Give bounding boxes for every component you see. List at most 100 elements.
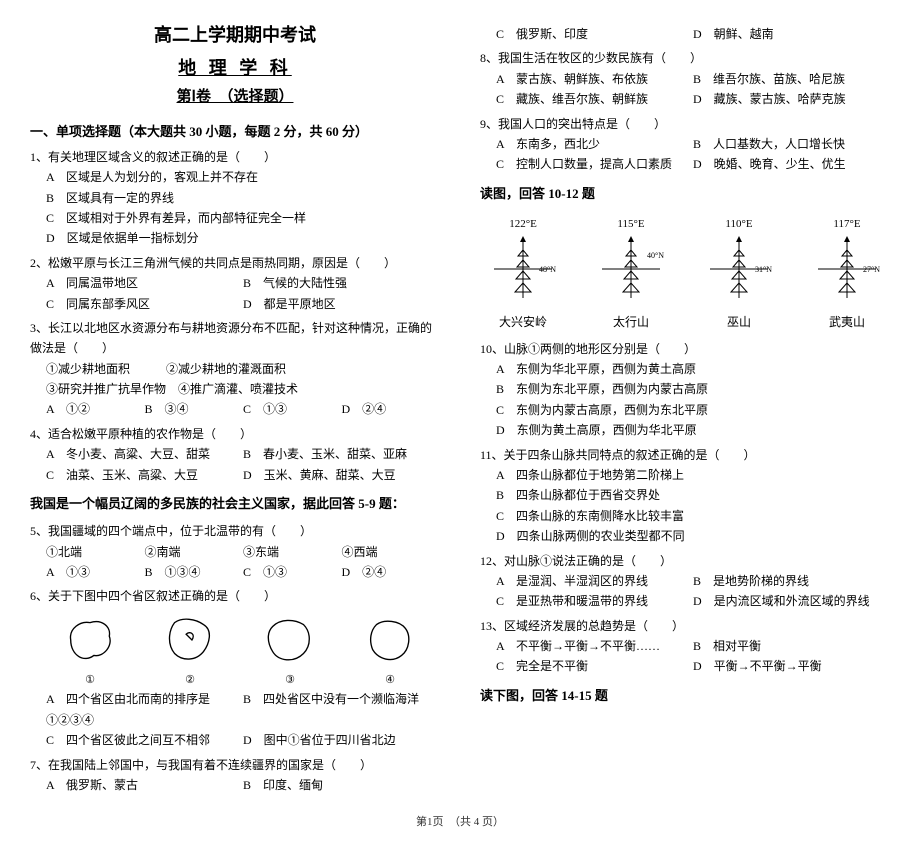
- q2-opt-a: A 同属温带地区: [46, 273, 243, 293]
- mountain-cross-icon: 27°N: [812, 234, 882, 304]
- q9-opt-c: C 控制人口数量，提高人口素质: [496, 154, 693, 174]
- q2-stem: 2、松嫩平原与长江三角洲气候的共同点是雨热同期，原因是（ ）: [30, 253, 440, 273]
- q8-opt-d: D 藏族、蒙古族、哈萨克族: [693, 89, 890, 109]
- title-line3: 第Ⅰ卷 （选择题）: [30, 85, 440, 111]
- mt-3-name: 巫山: [704, 312, 774, 332]
- q3-opt-c: C ①③: [243, 399, 342, 419]
- q7-stem: 7、在我国陆上邻国中，与我国有着不连续疆界的国家是（ ）: [30, 755, 440, 775]
- q10-opt-d: D 东侧为黄土高原，西侧为华北平原: [496, 420, 890, 440]
- right-column: C 俄罗斯、印度 D 朝鲜、越南 8、我国生活在牧区的少数民族有（ ） A 蒙古…: [480, 20, 890, 799]
- q2-opt-d: D 都是平原地区: [243, 294, 440, 314]
- q12-opt-a: A 是湿润、半湿润区的界线: [496, 571, 693, 591]
- title-line1: 高二上学期期中考试: [30, 20, 440, 51]
- mt-3-lat: 31°N: [755, 265, 772, 274]
- mt-2-lat: 40°N: [647, 251, 664, 260]
- q8-opt-c: C 藏族、维吾尔族、朝鲜族: [496, 89, 693, 109]
- q3-line1: ①减少耕地面积 ②减少耕地的灌溉面积: [46, 359, 440, 379]
- q4-opt-a: A 冬小麦、高粱、大豆、甜菜: [46, 444, 243, 464]
- q1-opt-b: B 区域具有一定的界线: [46, 188, 440, 208]
- page-footer: 第1页 （共 4 页）: [30, 813, 890, 832]
- q7-opt-c: C 俄罗斯、印度: [496, 24, 693, 44]
- q12-opt-d: D 是内流区域和外流区域的界线: [693, 591, 890, 611]
- q12-opt-c: C 是亚热带和暖温带的界线: [496, 591, 693, 611]
- title-block: 高二上学期期中考试 地 理 学 科 第Ⅰ卷 （选择题）: [30, 20, 440, 111]
- q9-opt-b: B 人口基数大，人口增长快: [693, 134, 890, 154]
- q3-line2: ③研究并推广抗旱作物 ④推广滴灌、喷灌技术: [46, 379, 440, 399]
- q6-fig-label-4: ④: [385, 671, 395, 690]
- q6-labels: ① ② ③ ④: [40, 671, 440, 690]
- q9: 9、我国人口的突出特点是（ ） A 东南多，西北少 B 人口基数大，人口增长快 …: [480, 114, 890, 175]
- q7-cont: C 俄罗斯、印度 D 朝鲜、越南: [480, 24, 890, 44]
- q8: 8、我国生活在牧区的少数民族有（ ） A 蒙古族、朝鲜族、布依族 B 维吾尔族、…: [480, 48, 890, 109]
- q11-stem: 11、关于四条山脉共同特点的叙述正确的是（ ）: [480, 445, 890, 465]
- q10-opt-a: A 东侧为华北平原，西侧为黄土高原: [496, 359, 890, 379]
- q12-opt-b: B 是地势阶梯的界线: [693, 571, 890, 591]
- q13: 13、区域经济发展的总趋势是（ ） A 不平衡→平衡→不平衡…… B 相对平衡 …: [480, 616, 890, 677]
- q7: 7、在我国陆上邻国中，与我国有着不连续疆界的国家是（ ） A 俄罗斯、蒙古 B …: [30, 755, 440, 796]
- q3-opt-d: D ②④: [342, 399, 441, 419]
- q5-l1a: ①北端: [46, 542, 145, 562]
- mt-4-name: 武夷山: [812, 312, 882, 332]
- q8-stem: 8、我国生活在牧区的少数民族有（ ）: [480, 48, 890, 68]
- q3-opt-b: B ③④: [145, 399, 244, 419]
- passage-14-15: 读下图，回答 14-15 题: [480, 685, 890, 707]
- q13-stem: 13、区域经济发展的总趋势是（ ）: [480, 616, 890, 636]
- mountain-cross-icon: 40°N: [596, 234, 666, 304]
- mt-2-lon: 115°E: [596, 215, 666, 234]
- q8-opt-b: B 维吾尔族、苗族、哈尼族: [693, 69, 890, 89]
- q11-opt-a: A 四条山脉都位于地势第二阶梯上: [496, 465, 890, 485]
- q6-opt-d: D 图中①省位于四川省北边: [243, 730, 440, 750]
- q5: 5、我国疆域的四个端点中，位于北温带的有（ ） ①北端 ②南端 ③东端 ④西端 …: [30, 521, 440, 582]
- mt-3-lon: 110°E: [704, 215, 774, 234]
- q4: 4、适合松嫩平原种植的农作物是（ ） A 冬小麦、高粱、大豆、甜菜 B 春小麦、…: [30, 424, 440, 485]
- province-outline-4: [361, 613, 419, 667]
- q3: 3、长江以北地区水资源分布与耕地资源分布不匹配，针对这种情况，正确的做法是（ ）…: [30, 318, 440, 420]
- q13-opt-b: B 相对平衡: [693, 636, 890, 656]
- mountain-diagrams: 122°E 48°N 大兴安岭 115°E 40°N: [488, 215, 882, 333]
- q7-opt-b: B 印度、缅甸: [243, 775, 440, 795]
- q3-opt-a: A ①②: [46, 399, 145, 419]
- mt-1-lon: 122°E: [488, 215, 558, 234]
- q7-opt-d: D 朝鲜、越南: [693, 24, 890, 44]
- q1-opt-a: A 区域是人为划分的，客观上并不存在: [46, 167, 440, 187]
- q5-opt-b: B ①③④: [145, 562, 244, 582]
- title-line2: 地 理 学 科: [30, 53, 440, 84]
- q5-stem: 5、我国疆域的四个端点中，位于北温带的有（ ）: [30, 521, 440, 541]
- q9-opt-d: D 晚婚、晚育、少生、优生: [693, 154, 890, 174]
- mt-4-lon: 117°E: [812, 215, 882, 234]
- q5-opt-c: C ①③: [243, 562, 342, 582]
- q6-fig-label-3: ③: [285, 671, 295, 690]
- q4-opt-c: C 油菜、玉米、高粱、大豆: [46, 465, 243, 485]
- mt-4: 117°E 27°N 武夷山: [812, 215, 882, 333]
- q7-opt-a: A 俄罗斯、蒙古: [46, 775, 243, 795]
- q5-l1d: ④西端: [342, 542, 441, 562]
- q11-opt-b: B 四条山脉都位于西省交界处: [496, 485, 890, 505]
- q1: 1、有关地理区域含义的叙述正确的是（ ） A 区域是人为划分的，客观上并不存在 …: [30, 147, 440, 249]
- q13-opt-d: D 平衡→不平衡→平衡: [693, 656, 890, 676]
- mt-3: 110°E 31°N 巫山: [704, 215, 774, 333]
- q2-opt-b: B 气候的大陆性强: [243, 273, 440, 293]
- mt-2-name: 太行山: [596, 312, 666, 332]
- q11-opt-c: C 四条山脉的东南侧降水比较丰富: [496, 506, 890, 526]
- q6-fig-label-1: ①: [85, 671, 95, 690]
- q10-opt-b: B 东侧为东北平原，西侧为内蒙古高原: [496, 379, 890, 399]
- mt-1: 122°E 48°N 大兴安岭: [488, 215, 558, 333]
- mountain-cross-icon: 31°N: [704, 234, 774, 304]
- q9-opt-a: A 东南多，西北少: [496, 134, 693, 154]
- q10: 10、山脉①两侧的地形区分别是（ ） A 东侧为华北平原，西侧为黄土高原 B 东…: [480, 339, 890, 441]
- q5-opt-a: A ①③: [46, 562, 145, 582]
- q13-opt-a: A 不平衡→平衡→不平衡……: [496, 636, 693, 656]
- q6-figures: [40, 613, 440, 667]
- province-outline-3: [261, 613, 319, 667]
- q4-stem: 4、适合松嫩平原种植的农作物是（ ）: [30, 424, 440, 444]
- q3-stem: 3、长江以北地区水资源分布与耕地资源分布不匹配，针对这种情况，正确的做法是（ ）: [30, 318, 440, 359]
- q13-opt-c: C 完全是不平衡: [496, 656, 693, 676]
- section-a-heading: 一、单项选择题（本大题共 30 小题，每题 2 分，共 60 分）: [30, 121, 440, 143]
- left-column: 高二上学期期中考试 地 理 学 科 第Ⅰ卷 （选择题） 一、单项选择题（本大题共…: [30, 20, 440, 799]
- q4-opt-b: B 春小麦、玉米、甜菜、亚麻: [243, 444, 440, 464]
- q4-opt-d: D 玉米、黄麻、甜菜、大豆: [243, 465, 440, 485]
- q8-opt-a: A 蒙古族、朝鲜族、布依族: [496, 69, 693, 89]
- province-outline-2: [161, 613, 219, 667]
- q6-opt-c: C 四个省区彼此之间互不相邻: [46, 730, 243, 750]
- q6-fig-label-2: ②: [185, 671, 195, 690]
